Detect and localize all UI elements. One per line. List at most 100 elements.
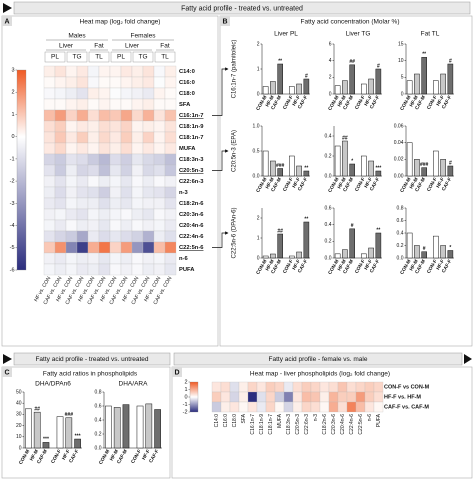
heatmap-cell [229,391,240,403]
heatmap-cell [164,142,177,155]
y-tick-label: 0.0 [325,173,332,179]
significance: ### [420,162,429,168]
column-label: C16:0 [223,414,229,428]
heatmap-cell [319,381,330,393]
heatmap-cell [265,391,276,403]
bar [74,438,81,449]
heatmap-cell [76,241,89,254]
heatmap-cell [65,263,78,276]
y-tick-label: 0 [257,255,260,261]
banner-arrow [464,354,472,364]
heatmap-cell [301,391,312,403]
heatmap-cell [98,65,111,78]
bar [349,64,355,95]
bar [303,221,310,259]
y-tick-label: 6 [329,41,332,47]
bar [406,80,413,95]
heatmap-cell [76,98,89,111]
heatmap-cell [120,87,133,100]
colorbar-tick-label: 1 [11,112,14,118]
y-tick-label: 10 [16,434,22,440]
heatmap-cell [153,164,166,177]
heatmap-cell [54,252,67,265]
y-tick-label: 0.0 [253,173,260,179]
column-label: C22:4n-6 [349,414,355,435]
heatmap-cell [153,230,166,243]
heatmap-cell [164,109,177,122]
heatmap-cell [98,98,111,111]
bar [334,145,341,177]
heatmap-cell [153,142,166,155]
row-label: C18:1n-9 [179,124,204,130]
x-tick-label: HF-M [409,177,420,190]
heatmap-cell [355,381,366,393]
y-tick-label: 0.8 [95,389,102,395]
heatmap-cell [76,153,89,166]
bar [277,168,283,177]
y-tick-label: 0.6 [397,218,404,224]
heatmap-cell [142,109,155,122]
bar [334,85,341,95]
heatmap-cell [54,230,67,243]
heatmap-cell [247,401,258,413]
bar [145,403,153,449]
tissue-label: Fat [160,43,170,50]
y-tick-label: 10 [398,58,404,64]
heatmap-cell [120,208,133,221]
link-arrow [212,67,229,116]
heatmap-cell [131,153,144,166]
bar [303,78,310,95]
panel-title: Fatty acid concentration (Molar %) [301,19,400,26]
heatmap-cell [229,401,240,413]
heatmap-cell [120,142,133,155]
x-tick-label: HF-M [337,177,348,190]
row-label: CON-F vs CON-M [384,384,430,390]
heatmap-cell [120,109,133,122]
class-label: TG [138,54,147,61]
colorbar-tick-label: -2 [183,409,188,415]
bar [277,233,283,259]
heatmap-cell [153,120,166,133]
heatmap-cell [153,109,166,122]
heatmap-cell [265,401,276,413]
heatmap-cell [153,219,166,232]
heatmap-cell [98,230,111,243]
bar [440,159,446,177]
heatmap-cell [142,241,155,254]
tissue-label: Fat [94,43,104,50]
heatmap-cell [54,76,67,89]
bar [368,78,374,95]
heatmap-cell [76,252,89,265]
heatmap-cell [120,76,133,89]
heatmap-cell [65,219,78,232]
column-label: SFA [241,413,247,423]
y-tick-label: 2 [329,75,332,81]
colorbar [16,69,27,271]
heatmap-cell [65,131,78,144]
y-tick-label: 0.02 [394,157,404,163]
heatmap-cell [87,131,100,144]
row-label: C22:5n-6 [179,245,204,251]
heatmap-cell [319,401,330,413]
heatmap-cell [120,175,133,188]
heatmap-cell [76,263,89,276]
heatmap-cell [109,131,122,144]
heatmap-cell [120,219,133,232]
heatmap-cell [54,109,67,122]
colorbar-tick-label: 0 [11,134,14,140]
bar [334,253,341,259]
class-box [110,51,132,63]
heatmap-cell [76,120,89,133]
heatmap-cell [256,391,267,403]
heatmap-cell [109,252,122,265]
y-tick-label: 4 [329,58,332,64]
heatmap-cell [65,142,78,155]
column-label: C22:5n-6 [358,414,364,435]
panel-letter-box [2,367,12,377]
heatmap-cell [346,391,357,403]
heatmap-cell [54,142,67,155]
y-tick-label: 0.6 [95,403,102,409]
panel-letter-box [2,16,12,26]
x-tick-label: HF-F [363,95,374,108]
heatmap-cell [328,381,339,393]
